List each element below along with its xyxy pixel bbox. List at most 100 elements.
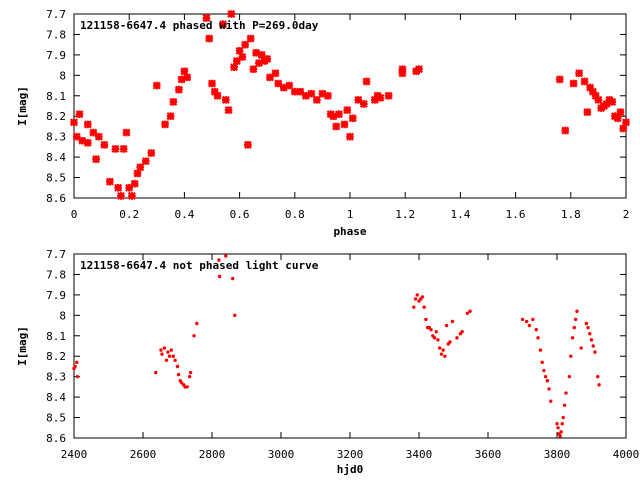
- data-point: [579, 346, 583, 350]
- data-point: [208, 79, 216, 88]
- plot-frame: [73, 253, 627, 439]
- x-tick-label: 1.8: [561, 208, 581, 221]
- data-point: [558, 434, 562, 438]
- y-axis-label: I[mag]: [16, 86, 29, 126]
- data-point: [569, 79, 578, 88]
- data-point: [436, 338, 440, 342]
- x-tick-label: 1.4: [450, 208, 470, 221]
- data-point: [555, 75, 564, 84]
- data-point: [573, 317, 578, 322]
- y-tick-label: 8.2: [46, 350, 66, 363]
- y-tick-label: 7.8: [46, 28, 66, 41]
- data-point: [441, 348, 445, 352]
- data-point: [160, 352, 164, 356]
- y-tick-label: 8.3: [46, 131, 66, 144]
- data-point: [217, 274, 222, 279]
- data-point: [588, 87, 597, 96]
- data-point: [205, 34, 214, 43]
- data-point: [114, 183, 123, 192]
- data-point: [188, 370, 193, 375]
- plot-frame: [73, 13, 627, 199]
- data-point: [161, 120, 170, 129]
- data-point: [70, 118, 78, 127]
- data-point: [562, 403, 567, 407]
- data-point: [233, 313, 237, 318]
- data-point: [116, 191, 125, 200]
- data-point: [195, 321, 199, 326]
- y-tick-label: 8.1: [46, 90, 66, 103]
- data-point: [594, 95, 603, 104]
- y-tick-label: 7.7: [46, 8, 66, 21]
- data-point: [238, 52, 247, 61]
- data-point: [415, 293, 419, 297]
- data-point: [72, 132, 81, 141]
- data-point: [241, 40, 250, 49]
- data-point: [384, 91, 393, 100]
- data-point: [597, 383, 601, 387]
- data-point: [176, 372, 181, 377]
- data-point: [542, 368, 546, 373]
- chart-title: 121158-6647.4 not phased light curve: [80, 259, 319, 272]
- data-point: [173, 358, 177, 363]
- data-point: [219, 20, 228, 29]
- data-point: [575, 309, 579, 313]
- data-point: [376, 93, 385, 102]
- data-point: [125, 183, 134, 192]
- data-point: [354, 95, 363, 104]
- data-point: [89, 128, 98, 137]
- x-axis-label: hjd0: [337, 463, 364, 476]
- data-point: [561, 126, 570, 135]
- data-point: [174, 85, 183, 94]
- data-point: [75, 110, 84, 119]
- data-point: [169, 348, 173, 352]
- data-point: [424, 317, 428, 322]
- x-tick-label: 2600: [130, 448, 157, 461]
- data-point: [572, 325, 576, 330]
- data-point: [455, 336, 459, 340]
- data-point: [166, 350, 170, 354]
- data-point: [415, 65, 423, 74]
- data-point: [340, 120, 349, 129]
- data-point: [589, 338, 594, 342]
- data-point: [398, 69, 407, 78]
- data-point: [213, 91, 222, 100]
- data-point: [235, 46, 244, 55]
- data-point: [555, 421, 559, 426]
- data-point: [432, 336, 437, 340]
- data-point: [536, 336, 540, 340]
- data-point: [180, 67, 189, 76]
- data-point: [318, 89, 327, 98]
- data-point: [443, 354, 447, 358]
- y-tick-label: 8.3: [46, 371, 66, 384]
- data-point: [75, 360, 79, 365]
- x-tick-label: 0: [71, 208, 78, 221]
- data-point: [334, 110, 343, 119]
- data-point: [438, 346, 442, 350]
- x-tick-label: 1.6: [506, 208, 526, 221]
- data-point: [398, 65, 407, 74]
- data-point: [105, 177, 114, 186]
- data-point: [210, 87, 219, 96]
- data-point: [166, 112, 175, 121]
- data-point: [596, 374, 600, 379]
- data-point: [254, 59, 263, 68]
- data-point: [343, 106, 352, 115]
- data-point: [420, 295, 425, 299]
- data-point: [227, 10, 236, 18]
- data-point: [444, 323, 449, 328]
- chart-title: 121158-6647.4 phased with P=269.0day: [80, 19, 319, 32]
- data-point: [183, 73, 192, 82]
- x-tick-label: 2800: [199, 448, 226, 461]
- chart-panel-1: 0 0.2 0.4 0.6 0.8 1 1.2 1.4 1.6 1.8 2 7.7 7.8 7.9 8 8.1…: [16, 8, 630, 238]
- y-tick-label: 8.4: [46, 391, 66, 404]
- data-point: [460, 329, 464, 334]
- x-tick-label: 3000: [268, 448, 295, 461]
- data-point: [221, 95, 230, 104]
- data-point: [412, 305, 416, 309]
- y-tick-label: 7.9: [46, 289, 66, 302]
- data-point: [543, 374, 548, 379]
- data-point: [169, 97, 178, 106]
- data-point: [179, 381, 184, 385]
- x-tick-label: 0.6: [230, 208, 250, 221]
